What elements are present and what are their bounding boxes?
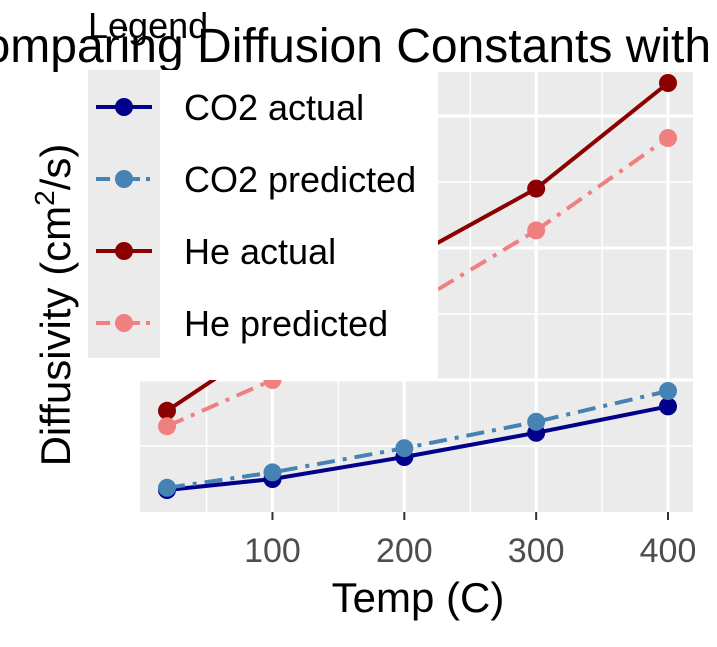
- legend-label: CO2 predicted: [184, 159, 416, 200]
- legend-key-background: [88, 70, 160, 358]
- x-tick-label: 100: [244, 532, 301, 570]
- series-co2-predicted: [158, 382, 677, 497]
- y-axis-title-main: Diffusivity (cm: [32, 206, 79, 467]
- data-point: [527, 179, 546, 198]
- legend-key-point: [115, 314, 133, 332]
- data-point: [659, 129, 677, 147]
- legend-left-background: [88, 358, 160, 380]
- data-point: [527, 221, 546, 240]
- y-axis-title-tail: /s): [32, 144, 79, 191]
- legend-key-point: [115, 242, 133, 260]
- legend-entry: CO2 actual: [96, 87, 364, 128]
- x-axis-title: Temp (C): [332, 574, 505, 621]
- data-point: [659, 382, 677, 400]
- legend-entries: CO2 actual CO2 predicted He actual He predi…: [96, 87, 416, 344]
- data-point: [158, 401, 176, 420]
- series-line: [166, 136, 670, 429]
- x-tick-label: 200: [376, 532, 433, 570]
- legend-entry: CO2 predicted: [96, 159, 416, 200]
- legend-entry: He actual: [96, 231, 336, 272]
- data-point: [158, 417, 176, 436]
- x-axis-ticks: 100 200 300 400: [244, 512, 696, 570]
- y-axis-title: Diffusivity (cm2/s): [29, 144, 79, 467]
- legend-label: CO2 actual: [184, 87, 364, 128]
- data-point: [395, 439, 414, 458]
- legend-key-point: [115, 170, 133, 188]
- y-axis-title-superscript: 2: [29, 190, 60, 206]
- legend-key-point: [115, 98, 133, 116]
- data-point: [659, 397, 677, 416]
- data-point: [263, 463, 282, 482]
- chart-title: Comparing Diffusion Constants with a: [0, 20, 717, 73]
- legend-label-background: [160, 70, 438, 380]
- x-tick-label: 300: [508, 532, 565, 570]
- legend-label: He actual: [184, 231, 336, 272]
- x-tick-label: 400: [640, 532, 697, 570]
- data-point: [659, 74, 677, 92]
- data-point: [158, 478, 176, 497]
- legend-entry: He predicted: [96, 303, 388, 344]
- data-point: [527, 412, 546, 431]
- legend-title: Legend: [88, 5, 208, 46]
- legend-label: He predicted: [184, 303, 388, 344]
- legend: Legend CO2 actual CO2 predicted He actual H…: [88, 5, 438, 380]
